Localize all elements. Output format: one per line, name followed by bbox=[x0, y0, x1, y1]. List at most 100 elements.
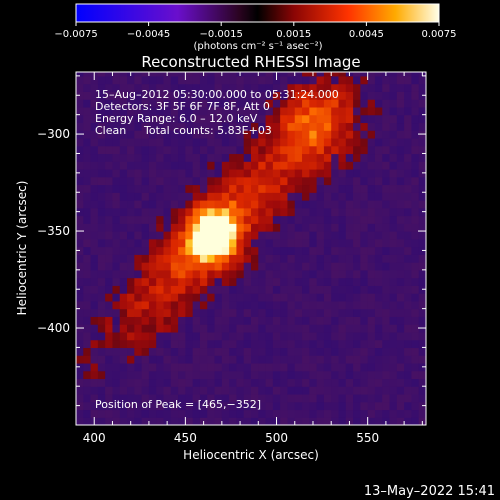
heatmap-cell bbox=[404, 168, 413, 178]
heatmap-cell bbox=[309, 215, 318, 224]
heatmap-cell bbox=[374, 114, 383, 124]
heatmap-cell bbox=[170, 122, 179, 131]
heatmap-cell bbox=[76, 231, 84, 240]
heatmap-cell bbox=[309, 192, 318, 201]
heatmap-cell bbox=[251, 254, 259, 263]
heatmap-cell bbox=[338, 75, 347, 85]
heatmap-cell bbox=[83, 176, 92, 186]
heatmap-cell bbox=[156, 83, 165, 92]
heatmap-cell bbox=[199, 254, 208, 263]
heatmap-cell bbox=[345, 192, 354, 201]
heatmap-cell bbox=[272, 401, 281, 411]
heatmap-cell bbox=[287, 409, 296, 418]
heatmap-cell bbox=[309, 386, 318, 395]
heatmap-cell bbox=[367, 246, 376, 255]
heatmap-cell bbox=[396, 99, 405, 108]
heatmap-cell bbox=[156, 231, 165, 240]
heatmap-cell bbox=[221, 184, 230, 193]
heatmap-cell bbox=[163, 83, 172, 92]
heatmap-cell bbox=[374, 417, 383, 425]
heatmap-cell bbox=[382, 254, 391, 263]
heatmap-cell bbox=[192, 192, 201, 201]
heatmap-cell bbox=[185, 153, 194, 162]
heatmap-cell bbox=[185, 99, 194, 108]
heatmap-cell bbox=[331, 246, 340, 255]
annotation-clean: Clean bbox=[95, 124, 126, 137]
heatmap-cell bbox=[251, 409, 259, 418]
heatmap-cell bbox=[185, 223, 194, 232]
heatmap-cell bbox=[323, 145, 332, 155]
heatmap-cell bbox=[367, 331, 376, 341]
heatmap-cell bbox=[272, 238, 281, 248]
heatmap-cell bbox=[280, 401, 289, 411]
heatmap-cell bbox=[367, 300, 376, 310]
heatmap-cell bbox=[360, 137, 369, 147]
heatmap-cell bbox=[163, 99, 172, 108]
heatmap-cell bbox=[192, 114, 201, 124]
heatmap-cell bbox=[280, 308, 289, 317]
heatmap-cell bbox=[192, 106, 201, 116]
heatmap-cell bbox=[323, 277, 332, 286]
heatmap-cell bbox=[236, 200, 245, 209]
heatmap-cell bbox=[185, 207, 194, 217]
heatmap-cell bbox=[229, 417, 238, 425]
heatmap-cell bbox=[105, 370, 114, 380]
heatmap-cell bbox=[389, 378, 398, 387]
heatmap-cell bbox=[251, 362, 259, 372]
heatmap-cell bbox=[76, 223, 84, 232]
heatmap-cell bbox=[178, 409, 186, 418]
heatmap-cell bbox=[229, 378, 238, 387]
heatmap-cell bbox=[316, 184, 325, 193]
heatmap-cell bbox=[323, 355, 332, 364]
heatmap-cell bbox=[119, 114, 128, 124]
heatmap-cell bbox=[280, 200, 289, 209]
heatmap-cell bbox=[229, 176, 238, 186]
heatmap-cell bbox=[396, 254, 405, 263]
heatmap-cell bbox=[97, 215, 106, 224]
heatmap-cell bbox=[287, 215, 296, 224]
heatmap-cell bbox=[83, 393, 92, 403]
heatmap-cell bbox=[396, 308, 405, 317]
heatmap-cell bbox=[214, 254, 223, 263]
heatmap-cell bbox=[243, 145, 252, 155]
heatmap-cell bbox=[374, 83, 383, 92]
y-tick-label: −300 bbox=[37, 127, 70, 141]
heatmap-cell bbox=[396, 137, 405, 147]
heatmap-cell bbox=[374, 393, 383, 403]
heatmap-cell bbox=[251, 161, 259, 170]
heatmap-cell bbox=[90, 316, 99, 325]
heatmap-cell bbox=[221, 223, 230, 232]
heatmap-cell bbox=[374, 370, 383, 380]
heatmap-cell bbox=[243, 277, 252, 286]
heatmap-cell bbox=[134, 192, 143, 201]
heatmap-cell bbox=[163, 316, 172, 325]
heatmap-cell bbox=[338, 153, 347, 162]
heatmap-cell bbox=[207, 409, 216, 418]
heatmap-cell bbox=[148, 231, 157, 240]
heatmap-cell bbox=[367, 308, 376, 317]
heatmap-cell bbox=[112, 393, 121, 403]
heatmap-cell bbox=[294, 386, 303, 395]
heatmap-cell bbox=[316, 223, 325, 232]
heatmap-cell bbox=[367, 262, 376, 271]
heatmap-cell bbox=[302, 161, 310, 170]
heatmap-cell bbox=[163, 409, 172, 418]
heatmap-cell bbox=[258, 72, 267, 77]
heatmap-cell bbox=[294, 72, 303, 77]
heatmap-cell bbox=[141, 238, 150, 248]
heatmap-cell bbox=[178, 269, 186, 279]
heatmap-cell bbox=[119, 231, 128, 240]
heatmap-cell bbox=[243, 75, 252, 85]
heatmap-cell bbox=[83, 231, 92, 240]
x-axis-label: Heliocentric X (arcsec) bbox=[183, 448, 319, 462]
heatmap-cell bbox=[258, 362, 267, 372]
heatmap-cell bbox=[353, 122, 361, 131]
heatmap-cell bbox=[382, 130, 391, 139]
heatmap-cell bbox=[389, 184, 398, 193]
heatmap-cell bbox=[221, 300, 230, 310]
heatmap-cell bbox=[251, 300, 259, 310]
heatmap-cell bbox=[294, 238, 303, 248]
heatmap-cell bbox=[90, 207, 99, 217]
axis-ticks: 400 450 500 550−300−350−400 bbox=[37, 72, 426, 445]
heatmap-cell bbox=[265, 153, 274, 162]
